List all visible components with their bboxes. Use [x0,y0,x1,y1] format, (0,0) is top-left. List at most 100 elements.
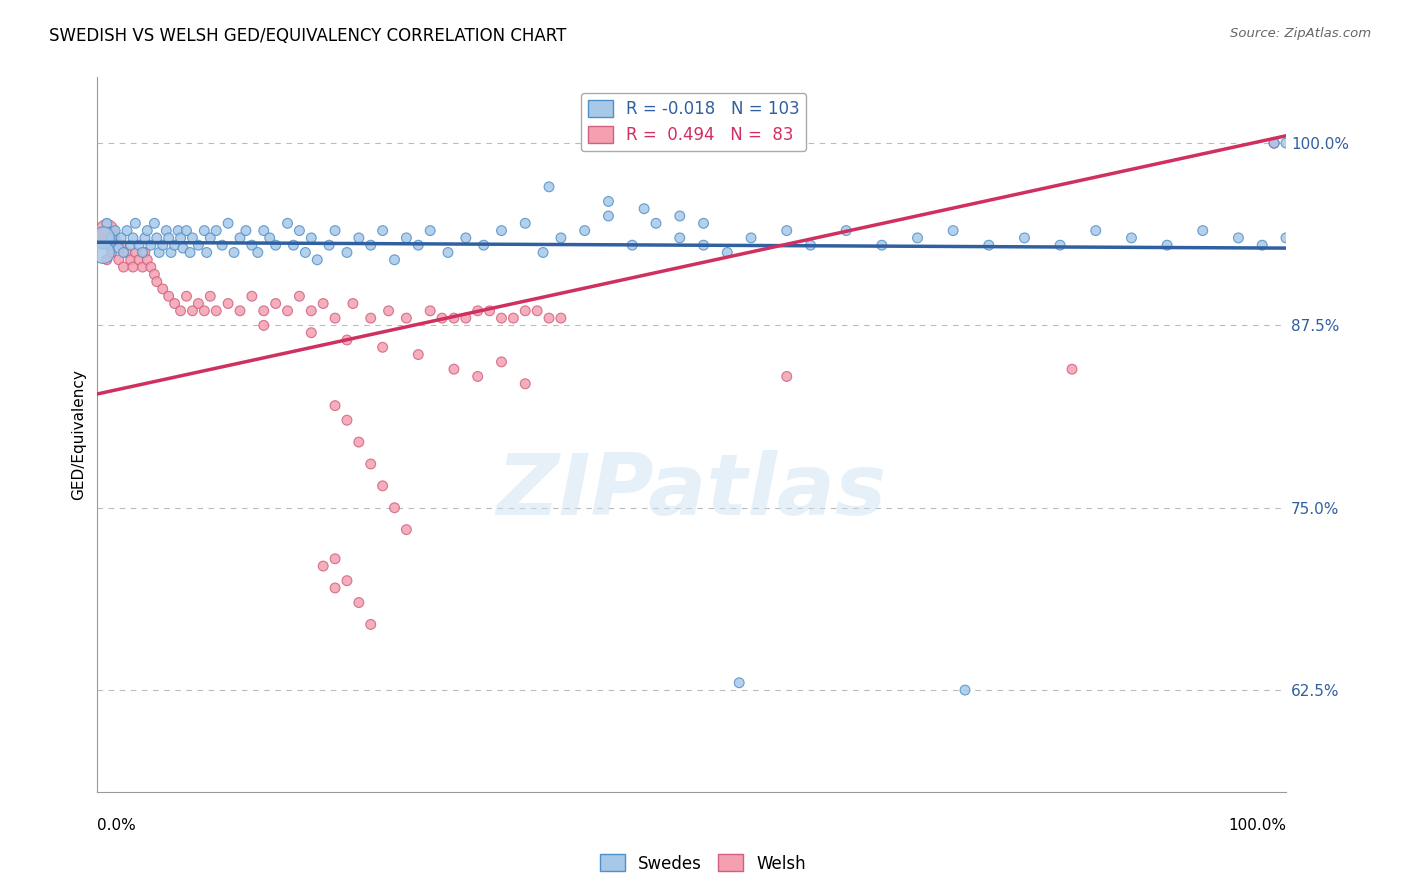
Point [692,238,714,252]
Point [406,348,429,362]
Point [645,216,668,230]
Point [1060,362,1083,376]
Point [217,216,239,230]
Point [537,179,560,194]
Point [176,224,198,238]
Point [143,268,166,282]
Text: ZIPatlas: ZIPatlas [496,450,887,533]
Point [502,311,524,326]
Point [443,362,465,376]
Point [96,231,118,245]
Point [716,245,738,260]
Point [120,238,142,252]
Point [323,311,346,326]
Point [1156,238,1178,252]
Point [98,231,121,245]
Point [776,224,799,238]
Point [131,245,153,260]
Point [110,231,132,245]
Point [419,303,441,318]
Point [264,238,287,252]
Point [347,231,370,245]
Point [537,311,560,326]
Point [1263,136,1285,150]
Point [277,303,299,318]
Point [96,216,118,230]
Point [100,231,122,245]
Point [253,303,276,318]
Legend: R = -0.018   N = 103, R =  0.494   N =  83: R = -0.018 N = 103, R = 0.494 N = 83 [581,93,807,151]
Point [384,252,406,267]
Point [176,289,198,303]
Point [478,303,501,318]
Y-axis label: GED/Equivalency: GED/Equivalency [72,369,86,500]
Point [187,238,209,252]
Point [229,231,252,245]
Point [454,311,477,326]
Point [299,303,322,318]
Point [160,245,183,260]
Point [336,333,359,347]
Point [336,245,359,260]
Point [283,238,305,252]
Point [515,303,537,318]
Point [1275,136,1298,150]
Point [728,675,751,690]
Point [323,224,346,238]
Point [515,216,537,230]
Point [205,303,228,318]
Point [360,457,382,471]
Point [128,238,150,252]
Point [740,231,762,245]
Point [472,238,495,252]
Point [336,413,359,427]
Point [253,224,276,238]
Point [167,224,190,238]
Point [104,231,127,245]
Point [100,245,122,260]
Point [437,245,460,260]
Text: SWEDISH VS WELSH GED/EQUIVALENCY CORRELATION CHART: SWEDISH VS WELSH GED/EQUIVALENCY CORRELA… [49,27,567,45]
Point [531,245,554,260]
Point [91,231,114,245]
Point [299,231,322,245]
Point [299,326,322,340]
Point [953,683,976,698]
Point [134,231,156,245]
Point [259,231,281,245]
Point [526,303,548,318]
Point [1084,224,1107,238]
Point [193,303,215,318]
Point [799,238,821,252]
Point [157,231,180,245]
Point [235,224,257,238]
Point [360,311,382,326]
Point [692,216,714,230]
Text: 100.0%: 100.0% [1227,819,1286,833]
Point [491,311,513,326]
Point [371,340,394,354]
Point [1191,224,1213,238]
Point [229,303,252,318]
Point [104,224,127,238]
Point [1263,136,1285,150]
Point [277,216,299,230]
Point [193,224,215,238]
Point [467,369,489,384]
Point [550,231,572,245]
Point [323,551,346,566]
Point [157,289,180,303]
Point [406,238,429,252]
Point [134,245,156,260]
Point [187,296,209,310]
Point [181,231,204,245]
Point [907,231,929,245]
Point [169,231,191,245]
Point [172,241,194,255]
Point [155,224,177,238]
Point [122,231,145,245]
Point [152,238,174,252]
Point [1251,238,1274,252]
Point [515,376,537,391]
Point [96,224,118,238]
